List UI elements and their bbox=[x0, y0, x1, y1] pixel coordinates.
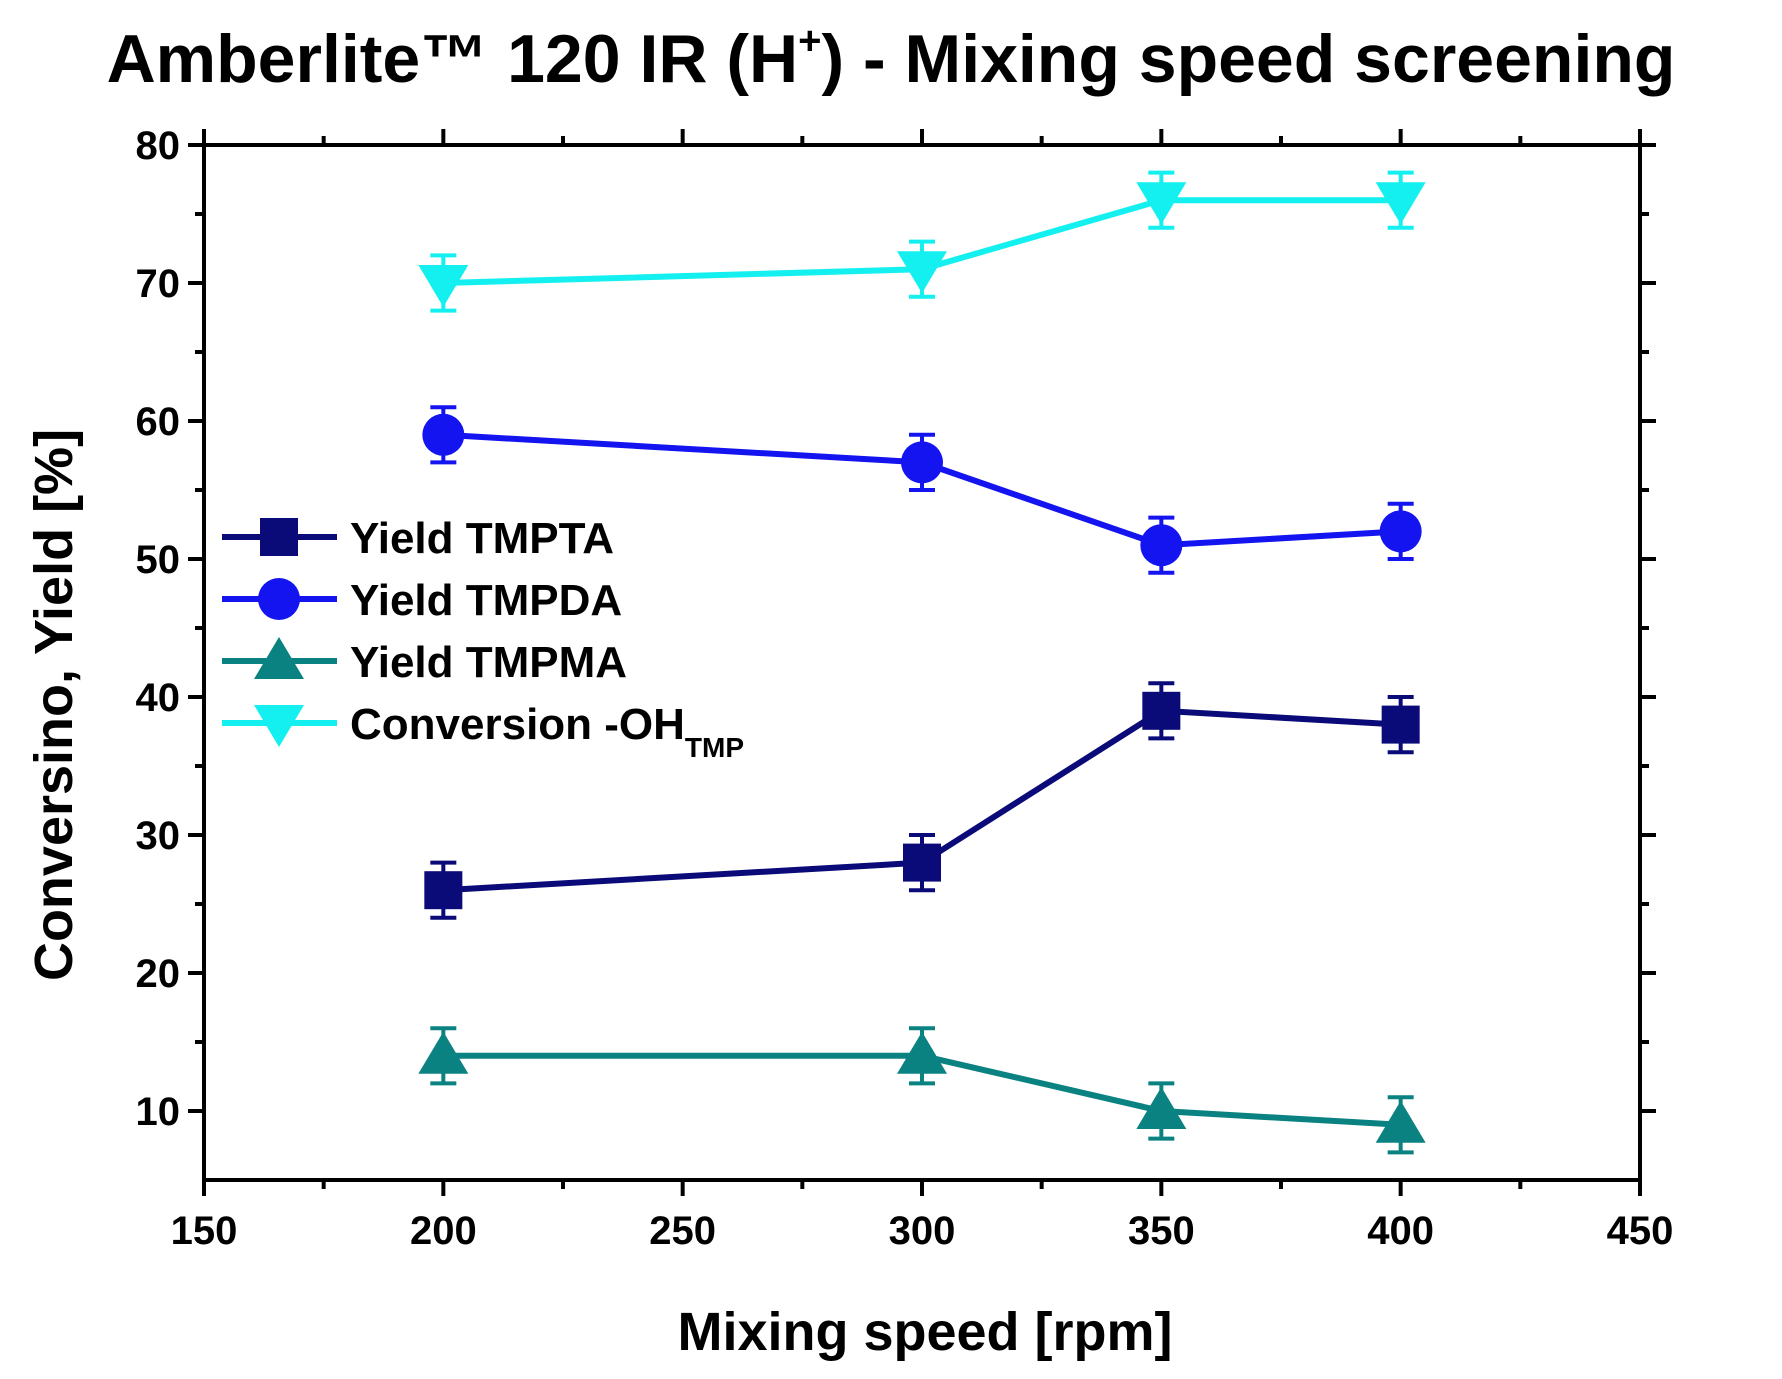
series-line-yield-tmpda bbox=[443, 431, 1401, 549]
data-point-yield-tmpma bbox=[1136, 1087, 1187, 1129]
y-axis-title: Conversino, Yield [%] bbox=[24, 429, 84, 981]
data-point-yield-tmpda bbox=[901, 441, 943, 484]
series-line-conversion-oh-tmp bbox=[443, 197, 1401, 286]
series-line-yield-tmpta bbox=[443, 707, 1401, 894]
legend: Yield TMPTA Yield TMPDA Yield TMPMA Convers… bbox=[222, 514, 744, 763]
data-point-yield-tmpta bbox=[903, 843, 941, 882]
y-tick-label: 20 bbox=[136, 952, 181, 996]
legend-marker-yield-tmpta bbox=[260, 518, 298, 556]
chart-title-superscript: + bbox=[798, 19, 821, 63]
x-tick-label: 250 bbox=[649, 1209, 716, 1253]
data-point-yield-tmpda bbox=[1140, 524, 1183, 567]
data-point-yield-tmpda bbox=[1379, 510, 1422, 553]
legend-label-yield-tmpta: Yield TMPTA bbox=[350, 514, 614, 563]
y-tick-label: 70 bbox=[136, 262, 181, 306]
x-tick-label: 450 bbox=[1607, 1209, 1674, 1253]
series-line-yield-tmpma bbox=[443, 1052, 1401, 1128]
legend-marker-yield-tmpda bbox=[258, 578, 300, 620]
data-point-conversion-oh-tmp bbox=[1136, 182, 1187, 225]
legend-label-yield-tmpda: Yield TMPDA bbox=[350, 576, 622, 625]
x-axis-title: Mixing speed [rpm] bbox=[677, 1302, 1172, 1362]
data-point-conversion-oh-tmp bbox=[1375, 182, 1426, 225]
data-point-yield-tmpta bbox=[1381, 705, 1420, 744]
x-tick-label: 300 bbox=[889, 1209, 956, 1253]
x-tick-label: 350 bbox=[1128, 1209, 1195, 1253]
legend-marker-conversion-oh-tmp bbox=[254, 705, 304, 747]
y-tick-label: 10 bbox=[136, 1090, 181, 1134]
y-tick-label: 80 bbox=[136, 124, 181, 168]
data-point-yield-tmpda bbox=[422, 413, 465, 456]
data-point-conversion-oh-tmp bbox=[418, 265, 469, 307]
y-tick-label: 30 bbox=[136, 814, 181, 858]
x-tick-label: 400 bbox=[1367, 1209, 1434, 1253]
chart-title: Amberlite™ 120 IR (H+) - Mixing speed sc… bbox=[107, 19, 1676, 97]
data-point-yield-tmpta bbox=[424, 871, 463, 910]
data-point-yield-tmpta bbox=[1142, 691, 1181, 730]
x-tick-label: 150 bbox=[171, 1209, 238, 1253]
data-point-conversion-oh-tmp bbox=[897, 251, 947, 294]
data-point-yield-tmpma bbox=[418, 1031, 469, 1074]
data-point-yield-tmpma bbox=[897, 1031, 947, 1074]
legend-label-yield-tmpma: Yield TMPMA bbox=[350, 638, 627, 687]
data-point-yield-tmpma bbox=[1375, 1100, 1426, 1143]
legend-marker-yield-tmpma bbox=[254, 637, 304, 679]
y-tick-label: 40 bbox=[136, 676, 181, 720]
plot-area: 150 200 250 300 350 400 450 10 20 30 40 50 60 70 80 bbox=[136, 124, 1674, 1253]
legend-label-subscript: TMP bbox=[685, 732, 744, 763]
x-tick-label: 200 bbox=[410, 1209, 477, 1253]
y-tick-label: 50 bbox=[136, 538, 181, 582]
y-tick-label: 60 bbox=[136, 400, 181, 444]
legend-label-conversion-oh-tmp: Conversion -OHTMP bbox=[350, 700, 744, 763]
